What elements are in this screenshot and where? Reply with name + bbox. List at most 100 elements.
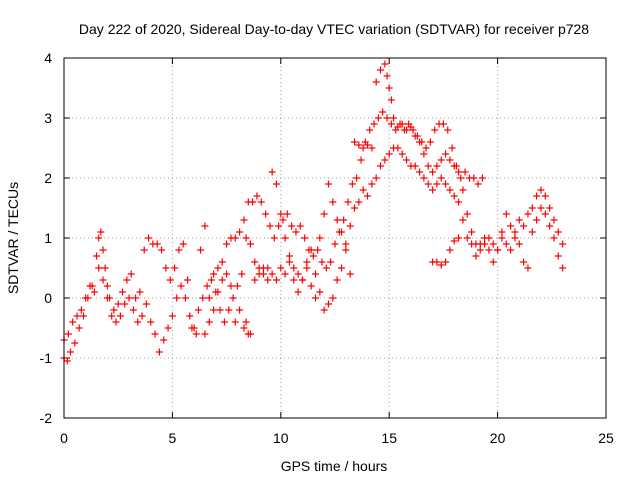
data-point (103, 282, 111, 290)
data-point (294, 270, 302, 278)
data-point (429, 186, 437, 194)
data-point (301, 234, 309, 242)
data-point (275, 222, 283, 230)
data-point (455, 198, 463, 206)
data-point (197, 246, 205, 254)
data-point (233, 282, 241, 290)
x-tick-label: 25 (598, 430, 614, 446)
data-point (537, 186, 545, 194)
data-point (77, 306, 85, 314)
data-point (290, 276, 298, 284)
data-point (86, 282, 94, 290)
data-point (309, 252, 317, 260)
data-point (355, 141, 363, 149)
y-tick-label: 0 (44, 290, 52, 306)
data-point (277, 264, 285, 272)
data-point (433, 162, 441, 170)
data-point (281, 270, 289, 278)
data-point (69, 318, 77, 326)
data-point (372, 174, 380, 182)
data-point (203, 282, 211, 290)
data-point (136, 288, 144, 296)
data-point (272, 276, 280, 284)
data-point (498, 228, 506, 236)
data-point (268, 270, 276, 278)
data-point (110, 306, 118, 314)
data-point (448, 144, 456, 152)
data-point (132, 294, 140, 302)
data-point (218, 258, 226, 266)
plot-frame (63, 57, 607, 419)
data-point (541, 192, 549, 200)
data-point (324, 180, 332, 188)
data-point (71, 339, 79, 347)
data-point (231, 318, 239, 326)
data-point (294, 288, 302, 296)
data-point (175, 246, 183, 254)
data-point (342, 246, 350, 254)
data-point (450, 237, 458, 245)
data-point (394, 144, 402, 152)
data-point (322, 264, 330, 272)
data-point (95, 234, 103, 242)
data-point (338, 228, 346, 236)
data-point (359, 144, 367, 152)
data-point (340, 216, 348, 224)
data-point (502, 210, 510, 218)
data-point (95, 264, 103, 272)
data-point (253, 192, 261, 200)
data-point (240, 216, 248, 224)
data-point (320, 306, 328, 314)
data-point (264, 276, 272, 284)
data-point (324, 300, 332, 308)
data-point (283, 210, 291, 218)
data-point (351, 138, 359, 146)
data-point (494, 246, 502, 254)
data-point (498, 234, 506, 242)
data-point (227, 282, 235, 290)
data-point (420, 150, 428, 158)
data-point (524, 264, 532, 272)
data-point (63, 357, 71, 365)
data-point (311, 270, 319, 278)
data-point (173, 294, 181, 302)
data-point (559, 264, 567, 272)
data-point (123, 276, 131, 284)
data-point (181, 294, 189, 302)
data-point (476, 246, 484, 254)
data-point (481, 240, 489, 248)
data-point (489, 240, 497, 248)
data-point (455, 168, 463, 176)
data-point (290, 264, 298, 272)
data-point (329, 198, 337, 206)
data-point (108, 312, 116, 320)
data-point (93, 252, 101, 260)
data-point (101, 264, 109, 272)
data-point (433, 258, 441, 266)
data-point (255, 264, 263, 272)
data-point (346, 270, 354, 278)
data-point (381, 60, 389, 68)
data-point (210, 270, 218, 278)
data-point (528, 204, 536, 212)
data-point (342, 240, 350, 248)
y-tick-label: 4 (44, 50, 52, 66)
data-point (90, 288, 98, 296)
data-point (257, 198, 265, 206)
data-point (426, 138, 434, 146)
data-point (372, 78, 380, 86)
data-point (520, 258, 528, 266)
data-point (554, 252, 562, 260)
x-tick-label: 0 (60, 430, 68, 446)
data-point (214, 288, 222, 296)
data-point (333, 276, 341, 284)
data-point (377, 66, 385, 74)
data-point (119, 288, 127, 296)
data-point (99, 276, 107, 284)
data-point (489, 258, 497, 266)
data-point (229, 294, 237, 302)
data-point (450, 192, 458, 200)
data-point (348, 180, 356, 188)
data-point (541, 210, 549, 218)
